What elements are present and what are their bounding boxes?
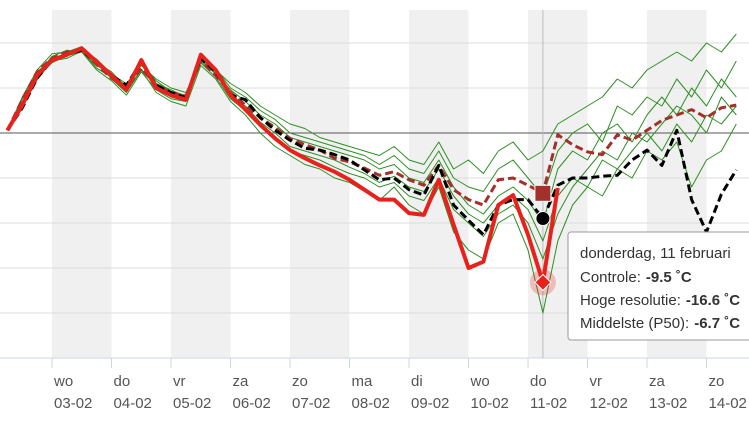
series-line <box>6 48 737 197</box>
x-tick-label: wo 10-02 <box>470 373 509 412</box>
x-tick-label: zo 07-02 <box>292 373 330 412</box>
series-line <box>6 48 737 207</box>
hover-marker <box>534 273 552 292</box>
tooltip-title: donderdag, 11 februari <box>580 245 731 262</box>
tooltip-label: Controle: <box>580 269 641 286</box>
tooltip-row: Middelste (P50): -6.7 ˚C <box>580 315 740 332</box>
tooltip-value: -6.7 ˚C <box>694 315 740 332</box>
x-tick-label: vr 12-02 <box>590 373 628 412</box>
tooltip-label: Middelste (P50): <box>580 315 689 332</box>
x-tick-label: za 13-02 <box>649 373 687 412</box>
tooltip-box <box>567 231 749 341</box>
tooltip-row: Controle: -9.5 ˚C <box>580 269 692 286</box>
hover-marker <box>535 211 551 226</box>
tooltip-value: -9.5 ˚C <box>646 269 692 286</box>
tooltip: donderdag, 11 februari Controle: -9.5 ˚C Ho… <box>567 231 749 341</box>
x-tick-label: do 04-02 <box>114 373 152 412</box>
x-tick-label: ma 08-02 <box>352 373 390 412</box>
series-line <box>5 46 560 285</box>
series-line <box>6 33 737 174</box>
tooltip-row: Hoge resolutie: -16.6 ˚C <box>580 292 740 309</box>
x-tick-label: wo 03-02 <box>53 373 92 412</box>
day-band <box>52 10 112 358</box>
series-line <box>6 48 738 237</box>
tooltip-label: Hoge resolutie: <box>580 292 681 309</box>
x-tick-label: vr 05-02 <box>173 373 211 412</box>
day-band <box>290 10 350 358</box>
tooltip-value: -16.6 ˚C <box>686 292 740 309</box>
x-tick-label: di 09-02 <box>411 373 449 412</box>
x-tick-label: zo 14-02 <box>709 373 747 412</box>
series-line <box>6 51 737 260</box>
x-tick-label: za 06-02 <box>233 373 271 412</box>
hover-marker <box>534 184 552 202</box>
x-tick-label: do 11-02 <box>530 373 567 412</box>
day-band <box>171 10 231 358</box>
